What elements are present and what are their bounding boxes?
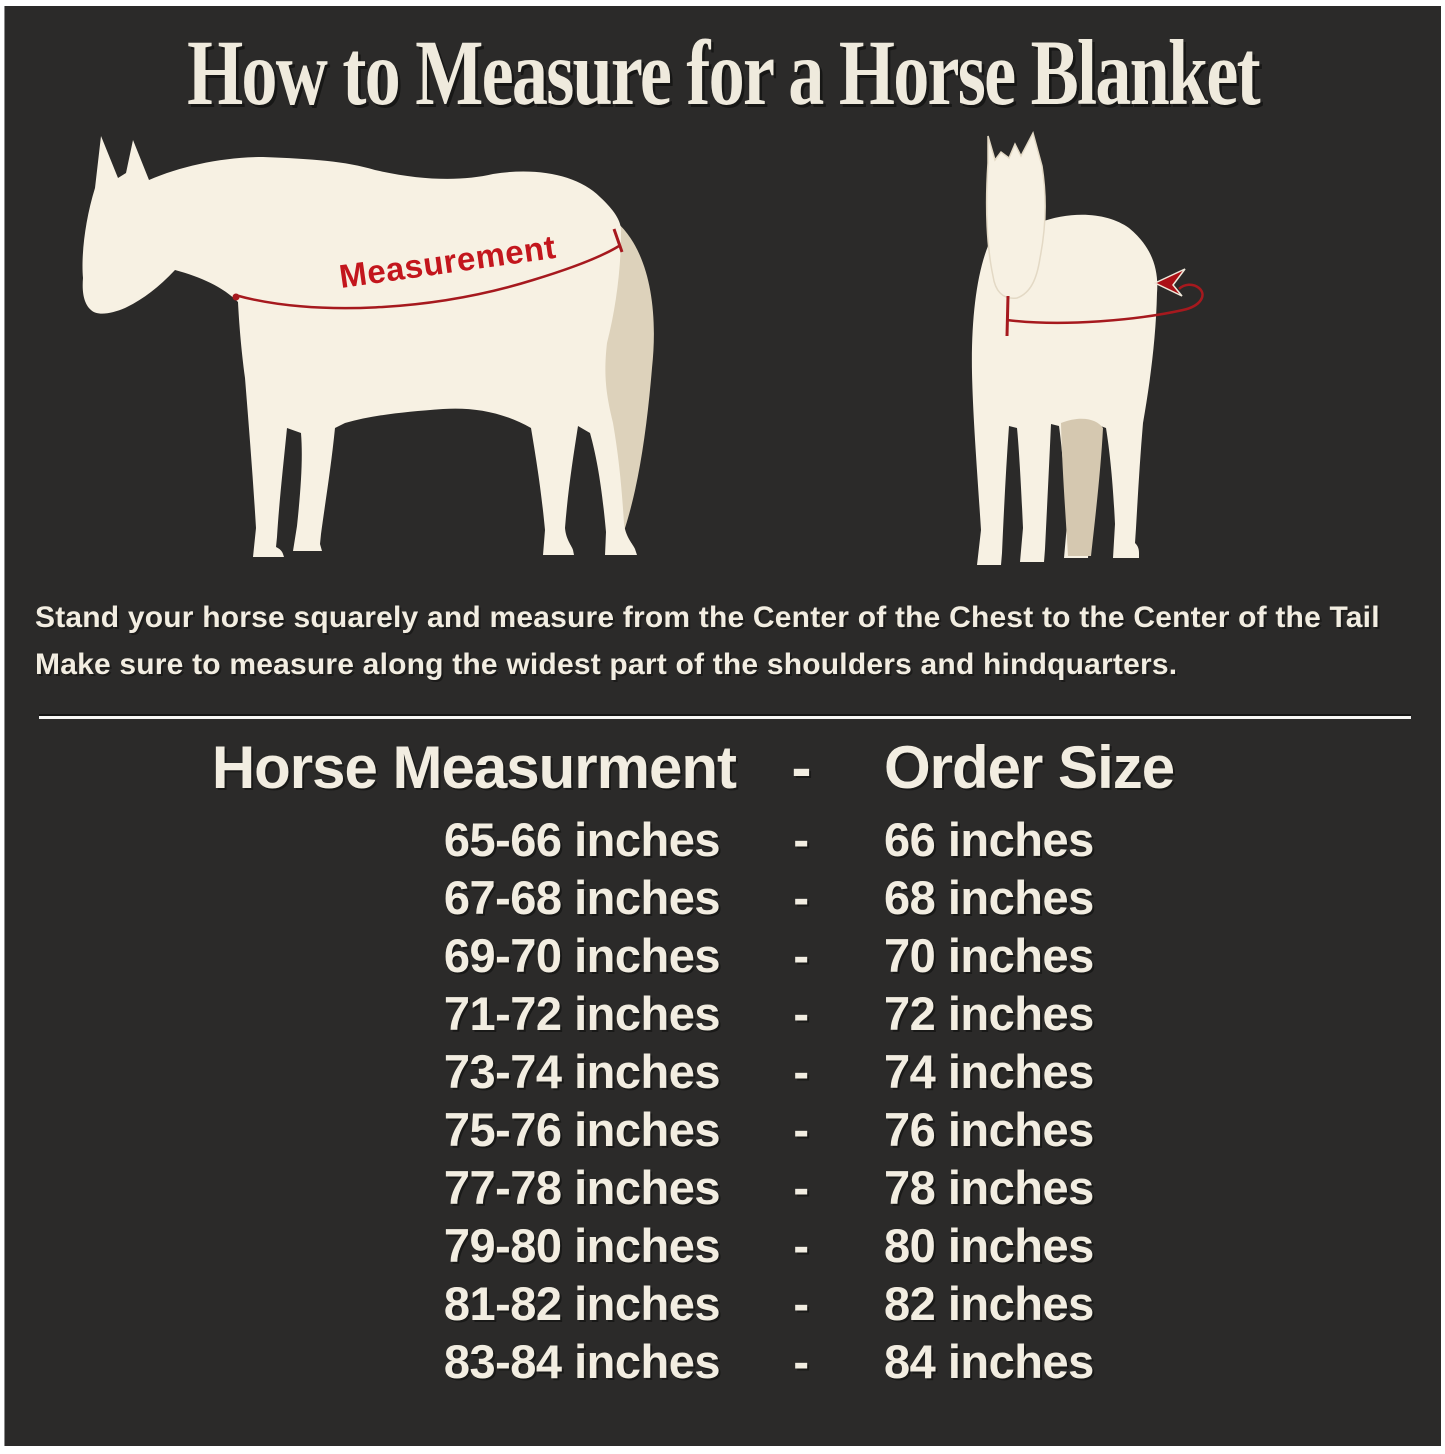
size-row: 79-80 inches - 80 inches (5, 1217, 1441, 1275)
separator-dash: - (793, 1045, 809, 1098)
horse-measurement-cell: 67-68 inches (443, 871, 721, 924)
order-size-cell: 66 inches (884, 813, 1094, 866)
instructions-line-1: Stand your horse squarely and measure fr… (35, 601, 1380, 634)
horse-front-head-path (985, 130, 1046, 299)
girth-line (1006, 283, 1204, 325)
horse-measurement-cell: 65-66 inches (443, 813, 721, 866)
front-view-horse-illustration (971, 130, 1204, 565)
separator-dash: - (793, 871, 809, 924)
size-row: 67-68 inches - 68 inches (5, 869, 1441, 927)
arrowhead-icon (1153, 268, 1186, 297)
horse-measurement-cell: 69-70 inches (443, 929, 721, 982)
size-row: 65-66 inches - 66 inches (5, 811, 1441, 869)
separator-dash: - (793, 1335, 809, 1388)
order-size-cell: 74 inches (884, 1045, 1094, 1098)
horse-front-shade-path (1061, 418, 1103, 556)
header-horse-measurement: Horse Measurment (211, 734, 737, 801)
order-size-cell: 70 inches (884, 929, 1094, 982)
order-size-cell: 68 inches (884, 871, 1094, 924)
size-chart-body: 65-66 inches - 66 inches 67-68 inches - … (5, 811, 1441, 1391)
instructions-line-2: Make sure to measure along the widest pa… (35, 648, 1178, 681)
separator-dash: - (793, 1277, 809, 1330)
horse-measurement-cell: 77-78 inches (443, 1161, 721, 1214)
order-size-cell: 82 inches (884, 1277, 1094, 1330)
horse-measurement-cell: 71-72 inches (443, 987, 721, 1040)
size-row: 83-84 inches - 84 inches (5, 1333, 1441, 1391)
size-chart: Horse Measurment - Order Size 65-66 inch… (5, 735, 1441, 1391)
order-size-cell: 80 inches (884, 1219, 1094, 1272)
horse-measurement-cell: 73-74 inches (443, 1045, 721, 1098)
measurement-arc (234, 244, 620, 310)
horse-body-path (82, 136, 637, 557)
instructions-text: Stand your horse squarely and measure fr… (35, 594, 1411, 688)
separator-dash: - (793, 1219, 809, 1272)
size-row: 77-78 inches - 78 inches (5, 1159, 1441, 1217)
size-row: 69-70 inches - 70 inches (5, 927, 1441, 985)
order-size-cell: 72 inches (884, 987, 1094, 1040)
separator-dash: - (793, 929, 809, 982)
measurement-end-tick (612, 228, 624, 253)
size-row: 75-76 inches - 76 inches (5, 1101, 1441, 1159)
separator-dash: - (793, 1161, 809, 1214)
section-divider (39, 716, 1411, 719)
size-row: 73-74 inches - 74 inches (5, 1043, 1441, 1101)
infographic-panel: How to Measure for a Horse Blanket Measu… (4, 6, 1441, 1446)
page-title: How to Measure for a Horse Blanket (187, 20, 1261, 125)
horse-front-body-path (971, 214, 1158, 565)
side-view-horse-illustration: Measurement (82, 136, 654, 557)
order-size-cell: 76 inches (884, 1103, 1094, 1156)
chest-tick (1005, 295, 1010, 337)
horse-measurement-cell: 83-84 inches (443, 1335, 721, 1388)
header-order-size: Order Size (884, 734, 1175, 801)
separator-dash: - (793, 987, 809, 1040)
header-separator-dash: - (791, 734, 812, 801)
horse-measurement-cell: 75-76 inches (443, 1103, 721, 1156)
horse-measurement-cell: 81-82 inches (443, 1277, 721, 1330)
size-row: 71-72 inches - 72 inches (5, 985, 1441, 1043)
separator-dash: - (793, 1103, 809, 1156)
size-row: 81-82 inches - 82 inches (5, 1275, 1441, 1333)
horse-illustrations: Measurement (5, 126, 1441, 578)
order-size-cell: 78 inches (884, 1161, 1094, 1214)
separator-dash: - (793, 813, 809, 866)
size-chart-header: Horse Measurment - Order Size (5, 735, 1441, 801)
order-size-cell: 84 inches (884, 1335, 1094, 1388)
horse-measurement-cell: 79-80 inches (443, 1219, 721, 1272)
